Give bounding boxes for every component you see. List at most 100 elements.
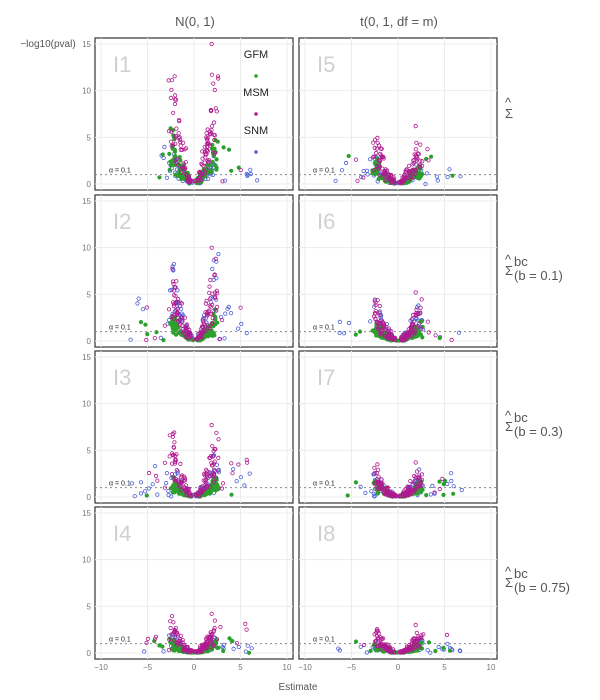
- panel-i6: I6 α = 0.1: [298, 194, 498, 348]
- point-msm: [211, 472, 216, 478]
- point-msm: [197, 169, 202, 174]
- point-msm: [200, 484, 205, 489]
- point-msm: [374, 644, 380, 649]
- point-gfm: [428, 154, 434, 159]
- point-msm: [207, 326, 212, 331]
- point-msm: [182, 147, 187, 152]
- hat-accent: ^: [505, 564, 512, 579]
- row-label-1: Σ^ bc(b = 0.1): [505, 252, 563, 283]
- point-msm: [207, 455, 212, 460]
- point-gfm: [138, 319, 144, 325]
- point-msm: [206, 308, 211, 313]
- alpha-label: α = 0.1: [109, 637, 131, 644]
- point-gfm: [216, 486, 221, 492]
- panel-i8: I8 α = 0.1: [298, 506, 498, 660]
- point-msm: [145, 636, 150, 642]
- point-msm: [211, 480, 216, 485]
- point-msm: [204, 637, 209, 643]
- row-label-text: Σ: [505, 263, 513, 278]
- point-msm: [374, 320, 379, 325]
- point-msm: [378, 331, 383, 337]
- point-msm: [181, 329, 186, 334]
- point-msm: [212, 472, 217, 477]
- point-snm: [434, 174, 439, 179]
- point-msm: [389, 329, 394, 334]
- point-msm: [168, 139, 174, 144]
- point-snm: [459, 487, 464, 493]
- point-msm: [417, 635, 422, 641]
- point-snm: [367, 157, 373, 162]
- panel-tag: I5: [317, 52, 335, 77]
- point-msm: [402, 333, 408, 338]
- point-msm: [415, 639, 420, 644]
- point-snm: [146, 486, 151, 491]
- point-msm: [204, 148, 209, 153]
- point-msm: [374, 146, 379, 151]
- point-msm: [408, 478, 413, 484]
- point-msm: [402, 649, 407, 655]
- point-msm: [172, 637, 177, 643]
- point-msm: [172, 457, 178, 462]
- point-msm: [209, 631, 215, 637]
- point-msm: [426, 330, 431, 335]
- point-msm: [179, 329, 184, 334]
- column-title-t-dist: t(0, 1, df = m): [360, 14, 438, 29]
- point-msm: [211, 448, 216, 454]
- point-gfm: [143, 322, 148, 327]
- point-gfm: [180, 176, 186, 181]
- point-gfm: [202, 335, 207, 340]
- point-snm: [428, 650, 433, 655]
- point-msm: [207, 129, 212, 134]
- panel-tag: I3: [113, 365, 131, 390]
- point-gfm: [221, 648, 226, 654]
- point-msm: [402, 173, 407, 178]
- point-msm: [381, 642, 386, 647]
- point-msm: [393, 338, 398, 343]
- point-snm: [238, 475, 243, 480]
- point-msm: [411, 330, 416, 335]
- point-gfm: [172, 149, 178, 154]
- point-msm: [404, 647, 409, 652]
- point-snm: [153, 463, 158, 469]
- point-snm: [229, 310, 234, 316]
- panel-tag: I7: [317, 365, 335, 390]
- point-msm: [230, 471, 235, 476]
- point-msm: [171, 142, 176, 147]
- point-msm: [144, 337, 149, 343]
- point-snm: [333, 178, 338, 183]
- point-msm: [207, 284, 212, 289]
- legend-swatch-gfm: [254, 74, 258, 78]
- point-gfm: [226, 147, 232, 152]
- point-gfm: [161, 337, 166, 343]
- point-msm: [200, 317, 205, 322]
- point-msm: [411, 642, 417, 647]
- point-msm: [213, 296, 218, 301]
- point-gfm: [441, 481, 446, 487]
- point-snm: [337, 648, 342, 653]
- point-gfm: [168, 486, 173, 491]
- point-snm: [417, 467, 422, 472]
- alpha-label: α = 0.1: [109, 481, 131, 488]
- point-msm: [166, 647, 171, 653]
- point-msm: [401, 491, 406, 497]
- point-msm-max: [413, 460, 418, 465]
- point-msm: [213, 256, 218, 261]
- point-msm: [195, 179, 201, 184]
- point-gfm: [426, 640, 431, 645]
- point-msm: [373, 308, 378, 314]
- point-msm: [236, 462, 241, 467]
- point-msm: [200, 173, 205, 178]
- x-tick-label: −5: [143, 663, 153, 672]
- point-gfm: [353, 332, 358, 337]
- point-gfm: [209, 488, 214, 493]
- point-snm: [239, 321, 244, 326]
- point-msm: [178, 143, 183, 148]
- point-msm: [433, 333, 438, 338]
- point-msm: [376, 486, 381, 491]
- point-msm-max: [413, 124, 418, 129]
- point-msm: [414, 630, 419, 636]
- row-label-column: Σ^Σ^ bc(b = 0.1)Σ^ bc(b = 0.3)Σ^ bc(b = 0.7…: [505, 95, 570, 595]
- point-msm: [207, 484, 212, 489]
- point-msm: [384, 331, 390, 337]
- point-msm: [411, 167, 417, 172]
